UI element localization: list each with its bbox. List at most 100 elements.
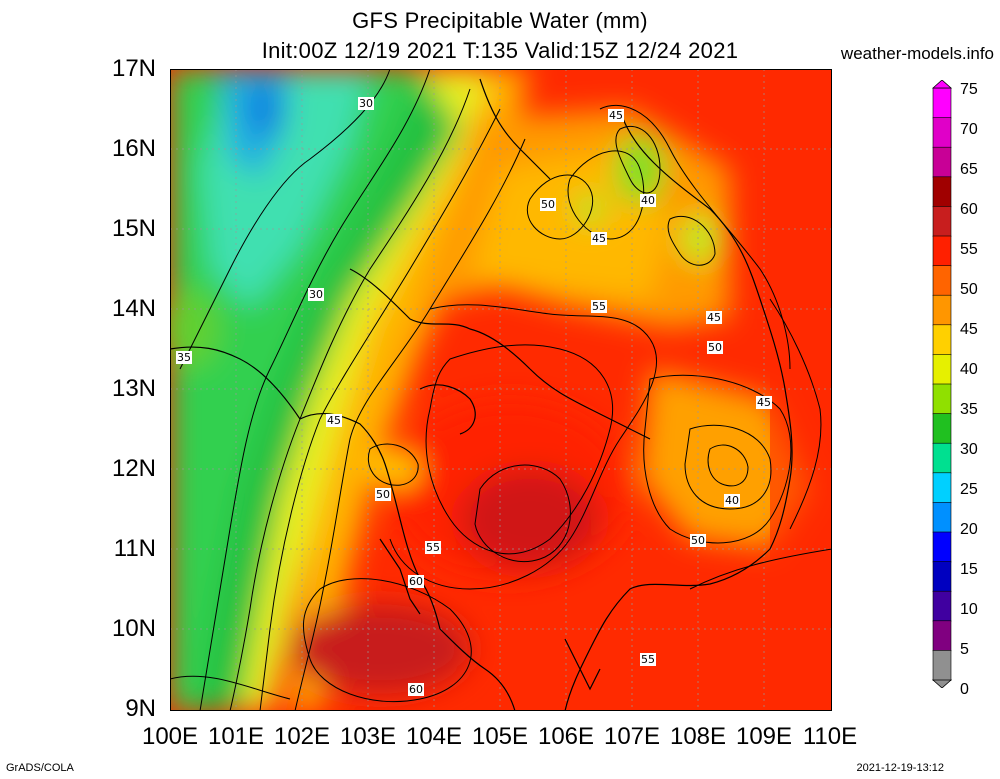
colorbar-label: 60 <box>960 201 978 218</box>
svg-text:45: 45 <box>592 232 606 245</box>
coastline <box>170 78 793 711</box>
contour-label: 45 <box>706 311 722 324</box>
colorbar-label: 75 <box>960 81 978 98</box>
svg-text:45: 45 <box>609 109 623 122</box>
contour-label: 45 <box>326 414 342 427</box>
colorbar-band <box>932 472 952 504</box>
svg-text:60: 60 <box>409 683 423 696</box>
contour-label: 45 <box>608 109 624 122</box>
colorbar-band <box>932 206 952 237</box>
contour-label: 50 <box>690 534 706 547</box>
svg-text:55: 55 <box>641 653 655 666</box>
colorbar-band <box>932 324 952 356</box>
field-fill <box>170 69 832 711</box>
colorbar-label: 30 <box>960 441 978 458</box>
colorbar-label: 45 <box>960 321 978 338</box>
colorbar-label: 35 <box>960 401 978 418</box>
svg-text:40: 40 <box>725 494 739 507</box>
lat-label-11n: 11N <box>113 535 156 562</box>
contour-label: 55 <box>425 541 441 554</box>
colorbar-band <box>932 502 952 533</box>
colorbar-band <box>932 294 952 326</box>
svg-text:50: 50 <box>541 198 555 211</box>
colorbar-band <box>932 413 952 445</box>
colorbar-label: 20 <box>960 521 978 538</box>
contour-value-labels: 30 30 35 45 50 45 40 45 50 55 45 45 45 4… <box>176 97 772 696</box>
colorbar-top-arrow <box>931 80 953 89</box>
lat-label-10n: 10N <box>111 615 156 642</box>
precipitable-water-map: 30 30 35 45 50 45 40 45 50 55 45 45 45 4… <box>170 69 832 711</box>
contour-label: 30 <box>308 288 324 301</box>
svg-text:30: 30 <box>309 288 323 301</box>
footer-timestamp: 2021-12-19-13:12 <box>856 762 944 774</box>
colorbar-band <box>932 531 952 563</box>
colorbar-label: 50 <box>960 281 978 298</box>
colorbar-band <box>932 235 952 267</box>
svg-text:40: 40 <box>641 194 655 207</box>
lat-label-9n: 9N <box>125 695 156 722</box>
lon-label-101e: 101E <box>207 723 265 750</box>
lat-label-12n: 12N <box>111 455 156 482</box>
svg-text:55: 55 <box>592 300 606 313</box>
colorbar-band <box>932 146 952 178</box>
svg-text:60: 60 <box>409 575 423 588</box>
colorbar-label: 25 <box>960 481 978 498</box>
svg-text:50: 50 <box>376 488 390 501</box>
svg-text:55: 55 <box>426 541 440 554</box>
lon-label-110e: 110E <box>802 723 858 750</box>
contour-label: 55 <box>640 653 656 666</box>
colorbar-label: 40 <box>960 361 978 378</box>
lon-label-102e: 102E <box>273 723 331 750</box>
contour-lines <box>170 69 832 711</box>
colorbar-label: 65 <box>960 161 978 178</box>
svg-text:30: 30 <box>359 97 373 110</box>
svg-text:45: 45 <box>757 396 771 409</box>
lat-label-15n: 15N <box>111 215 156 242</box>
lon-label-109e: 109E <box>735 723 793 750</box>
colorbar-bottom-arrow <box>931 679 953 688</box>
svg-text:50: 50 <box>691 534 705 547</box>
lon-label-108e: 108E <box>669 723 727 750</box>
lat-label-16n: 16N <box>111 135 156 162</box>
lon-label-106e: 106E <box>537 723 595 750</box>
graticule <box>170 69 832 711</box>
contour-label: 40 <box>640 194 656 207</box>
svg-text:35: 35 <box>177 351 191 364</box>
svg-text:45: 45 <box>327 414 341 427</box>
map-title: GFS Precipitable Water (mm) <box>352 8 648 33</box>
colorbar-band <box>932 620 952 652</box>
colorbar-label: 70 <box>960 121 978 138</box>
lon-label-107e: 107E <box>603 723 661 750</box>
colorbar-band <box>932 117 952 148</box>
colorbar-band <box>932 354 952 385</box>
contour-label: 55 <box>591 300 607 313</box>
contour-label: 45 <box>591 232 607 245</box>
footer-software: GrADS/COLA <box>6 762 74 774</box>
lat-label-17n: 17N <box>111 55 156 82</box>
lat-label-14n: 14N <box>111 295 156 322</box>
map-subtitle: Init:00Z 12/19 2021 T:135 Valid:15Z 12/2… <box>261 38 739 63</box>
colorbar-band <box>932 650 952 681</box>
colorbar-bands <box>932 87 952 681</box>
contour-label: 50 <box>707 341 723 354</box>
colorbar-label: 15 <box>960 561 978 578</box>
contour-label: 40 <box>724 494 740 507</box>
contour-label: 60 <box>408 683 424 696</box>
contour-label: 50 <box>540 198 556 211</box>
map-frame <box>170 69 832 711</box>
colorbar-label: 0 <box>960 681 969 698</box>
colorbar-label: 5 <box>960 641 969 658</box>
colorbar-band <box>932 561 952 593</box>
colorbar-band <box>932 265 952 297</box>
colorbar-band <box>932 87 952 119</box>
colorbar-band <box>932 383 952 415</box>
contour-label: 60 <box>408 575 424 588</box>
contour-label: 30 <box>358 97 374 110</box>
lon-label-104e: 104E <box>405 723 463 750</box>
colorbar-band <box>932 176 952 208</box>
contour-label: 35 <box>176 351 192 364</box>
colorbar-label: 10 <box>960 601 978 618</box>
colorbar <box>931 80 953 688</box>
contour-label: 45 <box>756 396 772 409</box>
svg-text:45: 45 <box>707 311 721 324</box>
